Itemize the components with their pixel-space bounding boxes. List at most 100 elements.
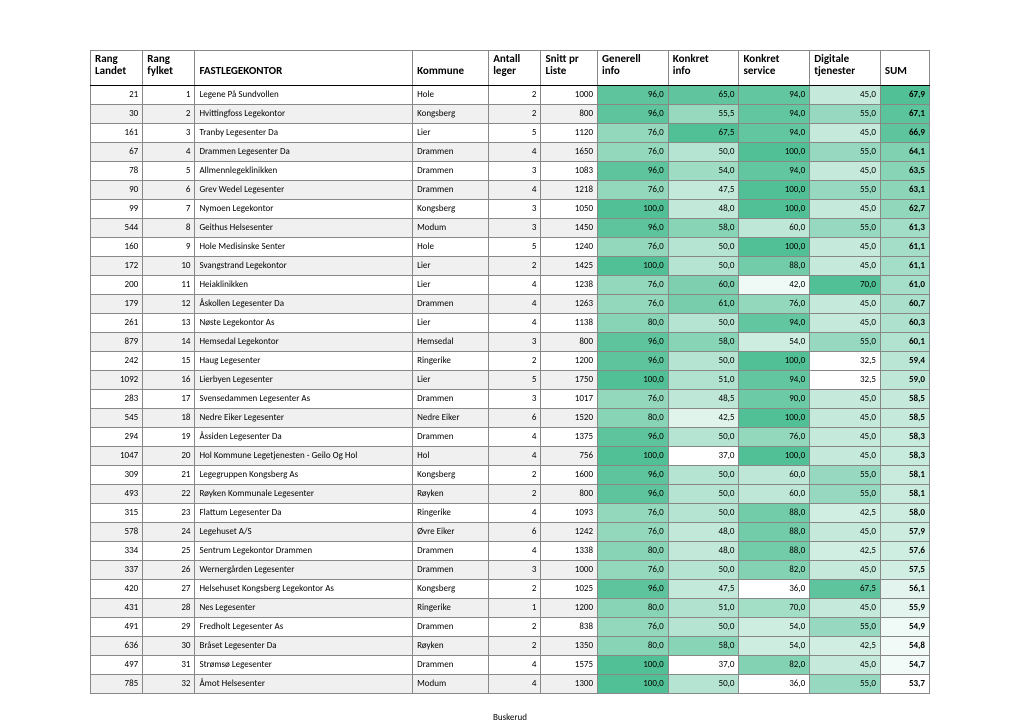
cell-sum: 59,4 xyxy=(880,352,929,371)
cell-rang_fylket: 28 xyxy=(143,599,195,618)
table-row: 49129Fredholt Legesenter AsDrammen283876… xyxy=(91,618,930,637)
cell-rang_landet: 30 xyxy=(91,105,143,124)
cell-generell_info: 76,0 xyxy=(598,618,669,637)
table-row: 26113Nøste Legekontor AsLier4113880,050,… xyxy=(91,314,930,333)
cell-digitale: 45,0 xyxy=(810,238,881,257)
cell-digitale: 42,5 xyxy=(810,542,881,561)
cell-rang_fylket: 18 xyxy=(143,409,195,428)
cell-snitt: 1083 xyxy=(541,162,598,181)
cell-kontor: Åmot Helsesenter xyxy=(195,675,413,694)
cell-kontor: Nes Legesenter xyxy=(195,599,413,618)
col-kontor: FASTLEGEKONTOR xyxy=(195,51,413,86)
cell-rang_landet: 879 xyxy=(91,333,143,352)
cell-kommune: Kongsberg xyxy=(413,580,489,599)
cell-sum: 60,7 xyxy=(880,295,929,314)
cell-kontor: Hvittingfoss Legekontor xyxy=(195,105,413,124)
cell-antall: 5 xyxy=(489,124,541,143)
cell-digitale: 55,0 xyxy=(810,333,881,352)
cell-kontor: Hol Kommune Legetjenesten - Geilo Og Hol xyxy=(195,447,413,466)
cell-antall: 3 xyxy=(489,390,541,409)
cell-digitale: 45,0 xyxy=(810,656,881,675)
cell-antall: 2 xyxy=(489,580,541,599)
cell-rang_fylket: 29 xyxy=(143,618,195,637)
cell-sum: 63,5 xyxy=(880,162,929,181)
cell-digitale: 55,0 xyxy=(810,105,881,124)
cell-antall: 2 xyxy=(489,105,541,124)
cell-konkret_service: 54,0 xyxy=(739,333,810,352)
cell-snitt: 1138 xyxy=(541,314,598,333)
cell-rang_landet: 242 xyxy=(91,352,143,371)
table-row: 33726Wernergården LegesenterDrammen31000… xyxy=(91,561,930,580)
cell-rang_fylket: 24 xyxy=(143,523,195,542)
cell-konkret_info: 42,5 xyxy=(668,409,739,428)
cell-kommune: Drammen xyxy=(413,162,489,181)
cell-generell_info: 76,0 xyxy=(598,181,669,200)
col-konkret_service: Konkretservice xyxy=(739,51,810,86)
cell-digitale: 45,0 xyxy=(810,200,881,219)
cell-antall: 3 xyxy=(489,333,541,352)
footer-text: Buskerud xyxy=(90,712,930,723)
cell-snitt: 1750 xyxy=(541,371,598,390)
cell-generell_info: 80,0 xyxy=(598,314,669,333)
cell-konkret_info: 54,0 xyxy=(668,162,739,181)
cell-generell_info: 96,0 xyxy=(598,428,669,447)
page: RangLandetRangfylket FASTLEGEKONTOR Komm… xyxy=(0,0,1020,723)
cell-konkret_service: 100,0 xyxy=(739,447,810,466)
cell-antall: 4 xyxy=(489,504,541,523)
cell-digitale: 45,0 xyxy=(810,257,881,276)
cell-rang_landet: 283 xyxy=(91,390,143,409)
cell-sum: 58,5 xyxy=(880,409,929,428)
cell-digitale: 45,0 xyxy=(810,86,881,105)
table-row: 31523Flattum Legesenter DaRingerike41093… xyxy=(91,504,930,523)
cell-konkret_service: 88,0 xyxy=(739,542,810,561)
cell-antall: 4 xyxy=(489,675,541,694)
cell-snitt: 1263 xyxy=(541,295,598,314)
cell-konkret_service: 36,0 xyxy=(739,580,810,599)
cell-konkret_info: 55,5 xyxy=(668,105,739,124)
cell-snitt: 1000 xyxy=(541,86,598,105)
cell-generell_info: 80,0 xyxy=(598,637,669,656)
cell-konkret_service: 42,0 xyxy=(739,276,810,295)
cell-konkret_service: 60,0 xyxy=(739,466,810,485)
cell-konkret_service: 94,0 xyxy=(739,314,810,333)
table-row: 104720Hol Kommune Legetjenesten - Geilo … xyxy=(91,447,930,466)
cell-generell_info: 76,0 xyxy=(598,124,669,143)
cell-rang_fylket: 6 xyxy=(143,181,195,200)
cell-rang_landet: 334 xyxy=(91,542,143,561)
col-sum: SUM xyxy=(880,51,929,86)
col-snitt: Snitt prListe xyxy=(541,51,598,86)
cell-konkret_info: 50,0 xyxy=(668,143,739,162)
cell-digitale: 45,0 xyxy=(810,599,881,618)
cell-kommune: Hemsedal xyxy=(413,333,489,352)
cell-kontor: Svangstrand Legekontor xyxy=(195,257,413,276)
cell-kontor: Åssiden Legesenter Da xyxy=(195,428,413,447)
cell-generell_info: 76,0 xyxy=(598,504,669,523)
cell-kontor: Helsehuset Kongsberg Legekontor As xyxy=(195,580,413,599)
cell-digitale: 55,0 xyxy=(810,219,881,238)
cell-kommune: Hole xyxy=(413,86,489,105)
cell-rang_landet: 261 xyxy=(91,314,143,333)
cell-konkret_service: 100,0 xyxy=(739,352,810,371)
cell-konkret_info: 60,0 xyxy=(668,276,739,295)
cell-kontor: Wernergården Legesenter xyxy=(195,561,413,580)
cell-kommune: Drammen xyxy=(413,656,489,675)
cell-digitale: 32,5 xyxy=(810,371,881,390)
table-row: 997Nymoen LegekontorKongsberg31050100,04… xyxy=(91,200,930,219)
cell-konkret_info: 48,5 xyxy=(668,390,739,409)
cell-snitt: 1375 xyxy=(541,428,598,447)
cell-kontor: Strømsø Legesenter xyxy=(195,656,413,675)
cell-sum: 67,1 xyxy=(880,105,929,124)
cell-rang_landet: 578 xyxy=(91,523,143,542)
cell-kontor: Flattum Legesenter Da xyxy=(195,504,413,523)
cell-rang_landet: 491 xyxy=(91,618,143,637)
cell-snitt: 1200 xyxy=(541,352,598,371)
cell-kontor: Fredholt Legesenter As xyxy=(195,618,413,637)
cell-sum: 58,5 xyxy=(880,390,929,409)
cell-generell_info: 100,0 xyxy=(598,447,669,466)
cell-konkret_info: 50,0 xyxy=(668,675,739,694)
cell-antall: 3 xyxy=(489,219,541,238)
cell-digitale: 45,0 xyxy=(810,295,881,314)
cell-sum: 64,1 xyxy=(880,143,929,162)
table-row: 302Hvittingfoss LegekontorKongsberg28009… xyxy=(91,105,930,124)
cell-kontor: Lierbyen Legesenter xyxy=(195,371,413,390)
